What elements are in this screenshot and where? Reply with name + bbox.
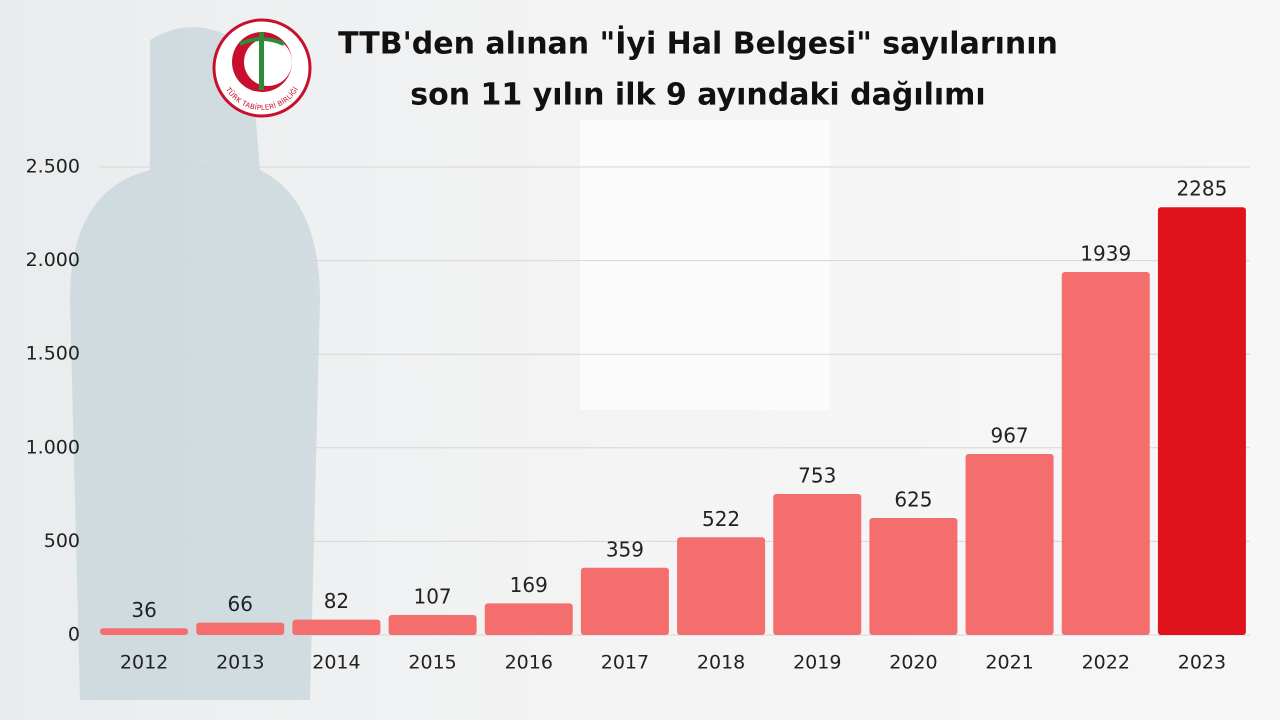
x-tick-label: 2022 <box>1082 652 1130 674</box>
chart-title: TTB'den alınan "İyi Hal Belgesi" sayılar… <box>338 26 1058 62</box>
x-tick-label: 2016 <box>505 652 553 674</box>
value-label: 967 <box>990 423 1028 447</box>
x-tick-label: 2018 <box>697 652 745 674</box>
x-tick-label: 2021 <box>985 652 1033 674</box>
value-label: 2285 <box>1176 177 1227 201</box>
x-tick-label: 2020 <box>889 652 937 674</box>
y-tick-label: 500 <box>44 530 80 552</box>
y-tick-label: 1.000 <box>26 436 80 458</box>
value-label: 359 <box>606 537 644 561</box>
bar <box>773 494 862 635</box>
x-tick-label: 2015 <box>408 652 456 674</box>
x-tick-label: 2012 <box>120 652 168 674</box>
bar <box>580 567 669 635</box>
chart-title: son 11 yılın ilk 9 ayındaki dağılımı <box>410 78 985 113</box>
bar <box>100 628 189 635</box>
bar <box>1061 272 1150 635</box>
bar <box>196 622 285 635</box>
bar <box>677 537 766 635</box>
x-tick-label: 2023 <box>1178 652 1226 674</box>
y-tick-label: 2.500 <box>26 156 80 178</box>
bar <box>388 614 477 635</box>
y-tick-label: 2.000 <box>26 249 80 271</box>
value-label: 753 <box>798 464 836 488</box>
bar <box>484 603 573 635</box>
y-tick-label: 1.500 <box>26 343 80 365</box>
x-tick-label: 2013 <box>216 652 264 674</box>
x-tick-label: 2014 <box>312 652 360 674</box>
value-label: 82 <box>324 589 349 613</box>
logo: TÜRK TABİPLERİ BİRLİĞİ <box>212 18 312 118</box>
value-label: 522 <box>702 507 740 531</box>
value-label: 625 <box>894 488 932 512</box>
y-tick-label: 0 <box>68 624 80 646</box>
value-label: 66 <box>228 592 253 616</box>
value-label: 36 <box>131 598 156 622</box>
value-label: 1939 <box>1080 242 1131 266</box>
value-label: 169 <box>510 573 548 597</box>
bar <box>292 619 381 635</box>
bar <box>1157 207 1246 636</box>
bar <box>965 453 1054 635</box>
figure <box>70 27 320 700</box>
x-tick-label: 2017 <box>601 652 649 674</box>
x-tick-label: 2019 <box>793 652 841 674</box>
bar <box>869 518 958 635</box>
value-label: 107 <box>413 584 451 608</box>
window <box>580 120 830 410</box>
